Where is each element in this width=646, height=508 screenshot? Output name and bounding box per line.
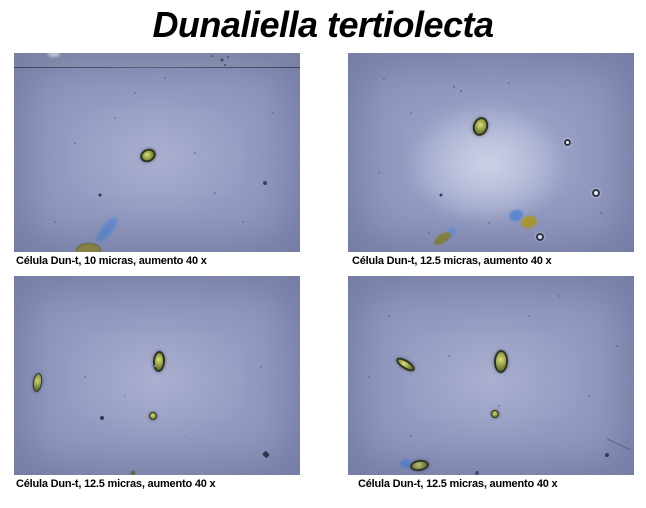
algae-cell-small	[31, 372, 44, 393]
debris-specks	[14, 53, 16, 55]
micrograph-image-top-left	[14, 53, 300, 252]
micrograph-panel-bottom-left: Célula Dun-t, 12.5 micras, aumento 40 x	[14, 276, 300, 490]
algae-cell-stained	[409, 458, 430, 473]
air-bubble-ring	[564, 139, 571, 146]
algae-cell-round	[491, 410, 499, 418]
olive-blob	[432, 229, 453, 248]
air-bubble-ring	[536, 233, 544, 241]
scratch-line	[607, 438, 631, 451]
dark-debris	[262, 450, 270, 459]
algae-cell-elongated	[394, 355, 417, 374]
micrograph-image-bottom-right	[348, 276, 634, 475]
algae-cell-round	[149, 412, 157, 420]
micrograph-image-bottom-left	[14, 276, 300, 475]
micrograph-panel-bottom-right: Célula Dun-t, 12.5 micras, aumento 40 x	[348, 276, 634, 490]
bright-debris	[48, 53, 60, 57]
debris-specks	[348, 276, 350, 278]
blue-stain-smudge	[93, 214, 121, 245]
algae-cell	[138, 146, 158, 165]
debris-specks	[348, 53, 350, 55]
algae-cell	[493, 349, 509, 374]
micrograph-image-top-right	[348, 53, 634, 252]
micrograph-panel-top-right: Célula Dun-t, 12.5 micras, aumento 40 x	[348, 53, 634, 267]
figure-title: Dunaliella tertiolecta	[152, 4, 494, 45]
panel-caption: Célula Dun-t, 12.5 micras, aumento 40 x	[352, 255, 552, 267]
panel-caption: Célula Dun-t, 10 micras, aumento 40 x	[16, 255, 207, 267]
micrograph-panel-top-left: Célula Dun-t, 10 micras, aumento 40 x	[14, 53, 300, 267]
panel-caption: Célula Dun-t, 12.5 micras, aumento 40 x	[358, 478, 558, 490]
debris-specks	[14, 276, 16, 278]
algae-cell	[152, 350, 166, 373]
panel-caption: Célula Dun-t, 12.5 micras, aumento 40 x	[16, 478, 216, 490]
scratch-line	[14, 67, 300, 68]
air-bubble-ring	[592, 189, 600, 197]
olive-blob	[76, 243, 101, 252]
top-band	[14, 53, 300, 67]
